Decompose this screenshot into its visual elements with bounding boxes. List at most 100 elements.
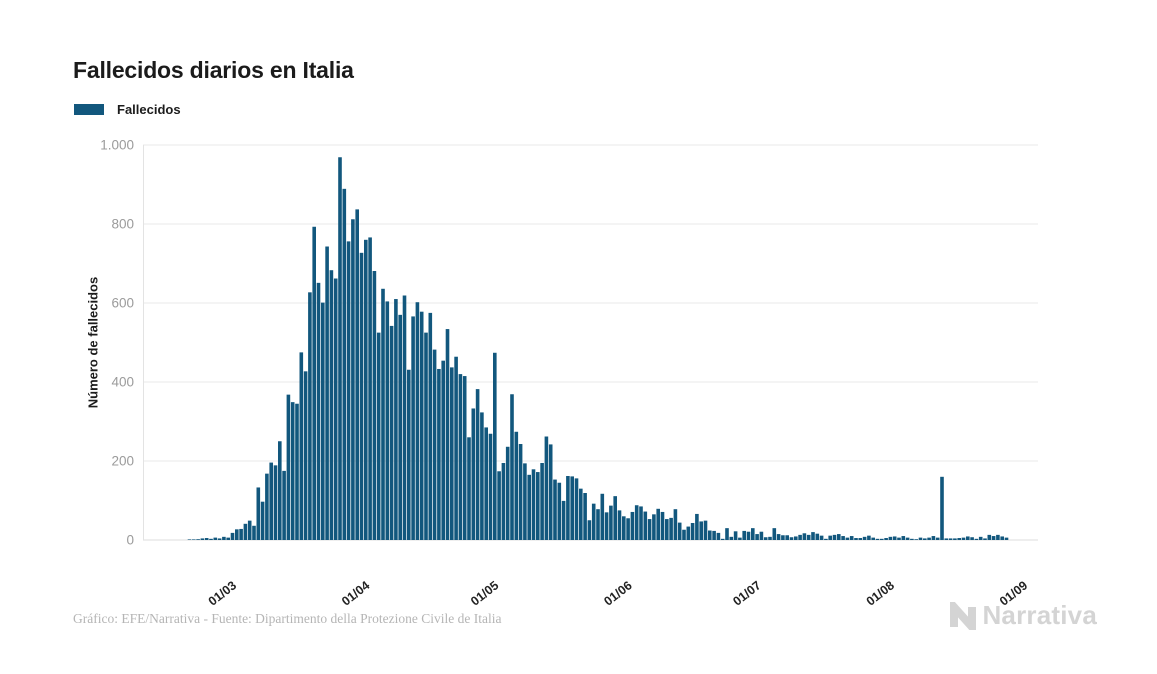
bar bbox=[819, 535, 824, 540]
bar bbox=[351, 219, 355, 540]
bar bbox=[772, 528, 777, 540]
bar bbox=[346, 241, 351, 540]
bar bbox=[1000, 536, 1004, 541]
y-tick-label: 1.000 bbox=[100, 138, 134, 153]
bar bbox=[862, 536, 867, 540]
bar bbox=[187, 539, 192, 540]
bar bbox=[252, 525, 256, 540]
bar bbox=[991, 536, 996, 540]
bar bbox=[914, 539, 918, 540]
bar bbox=[303, 371, 308, 540]
bar bbox=[329, 270, 334, 540]
bar bbox=[987, 534, 992, 540]
page-title: Fallecidos diarios en Italia bbox=[73, 57, 354, 84]
bar bbox=[634, 505, 639, 540]
bar bbox=[574, 478, 579, 540]
bar bbox=[729, 536, 734, 540]
bar bbox=[630, 511, 635, 540]
bar bbox=[368, 237, 372, 540]
bar bbox=[600, 493, 605, 540]
gridlines bbox=[143, 144, 1038, 541]
bar bbox=[974, 538, 979, 541]
x-tick-label: 01/06 bbox=[601, 578, 634, 608]
bar bbox=[321, 302, 325, 541]
bar bbox=[643, 511, 648, 540]
bar bbox=[940, 476, 944, 540]
bar bbox=[209, 538, 213, 541]
bar bbox=[484, 427, 488, 541]
bar bbox=[226, 537, 230, 540]
bar bbox=[316, 282, 321, 540]
bar bbox=[523, 463, 527, 540]
bar bbox=[505, 446, 510, 540]
bar bbox=[867, 535, 871, 540]
bar bbox=[553, 479, 557, 540]
bar bbox=[712, 530, 716, 540]
bar bbox=[566, 476, 570, 540]
bar bbox=[742, 530, 746, 540]
x-tick-label: 01/03 bbox=[206, 578, 239, 608]
bar bbox=[996, 534, 1000, 540]
bar bbox=[432, 349, 437, 540]
bar bbox=[527, 474, 531, 540]
bar bbox=[544, 436, 549, 540]
bar bbox=[824, 538, 828, 541]
bar bbox=[480, 412, 484, 540]
legend-label-fallecidos: Fallecidos bbox=[117, 102, 181, 117]
narrativa-logo-icon bbox=[950, 601, 977, 630]
y-tick-label: 600 bbox=[111, 296, 134, 311]
bar bbox=[798, 534, 802, 540]
bar bbox=[888, 536, 893, 540]
bar bbox=[639, 506, 643, 541]
bar bbox=[247, 520, 252, 540]
bar bbox=[927, 537, 931, 540]
bar bbox=[901, 536, 906, 540]
bar bbox=[213, 537, 218, 540]
bar bbox=[308, 292, 312, 540]
bar bbox=[961, 537, 966, 540]
bar bbox=[751, 528, 755, 540]
bar bbox=[407, 369, 411, 540]
bar bbox=[493, 352, 497, 540]
bar bbox=[957, 538, 961, 540]
bar bbox=[720, 538, 725, 541]
bar bbox=[239, 528, 243, 540]
bar bbox=[806, 534, 811, 540]
bar bbox=[905, 537, 910, 540]
bar bbox=[763, 537, 768, 541]
bar bbox=[591, 503, 596, 540]
bar bbox=[953, 538, 957, 540]
y-axis-title: Número de fallecidos bbox=[85, 276, 101, 409]
bar bbox=[217, 538, 222, 540]
source-credit: Gráfico: EFE/Narrativa - Fuente: Diparti… bbox=[73, 611, 502, 626]
bar bbox=[978, 536, 983, 540]
bar bbox=[828, 535, 832, 540]
bar bbox=[445, 329, 450, 540]
bar bbox=[665, 519, 669, 541]
bar bbox=[811, 532, 815, 540]
bar bbox=[437, 368, 441, 540]
bar bbox=[312, 226, 316, 540]
bar bbox=[703, 520, 708, 540]
bar bbox=[385, 301, 390, 540]
bar bbox=[785, 535, 789, 540]
bar bbox=[617, 510, 622, 541]
bar bbox=[441, 360, 445, 540]
bar bbox=[278, 441, 282, 540]
bar bbox=[768, 536, 772, 540]
bar bbox=[325, 246, 329, 540]
bar bbox=[832, 534, 837, 540]
bar bbox=[652, 514, 656, 541]
bar bbox=[389, 325, 394, 540]
bar bbox=[467, 437, 471, 540]
bar bbox=[536, 472, 540, 540]
bar bbox=[815, 533, 820, 540]
bar bbox=[647, 519, 652, 541]
bar bbox=[230, 532, 235, 540]
x-tick-label: 01/05 bbox=[468, 578, 501, 608]
bar bbox=[695, 513, 699, 540]
bar bbox=[875, 538, 880, 541]
bar bbox=[892, 536, 897, 541]
bar bbox=[381, 288, 385, 540]
